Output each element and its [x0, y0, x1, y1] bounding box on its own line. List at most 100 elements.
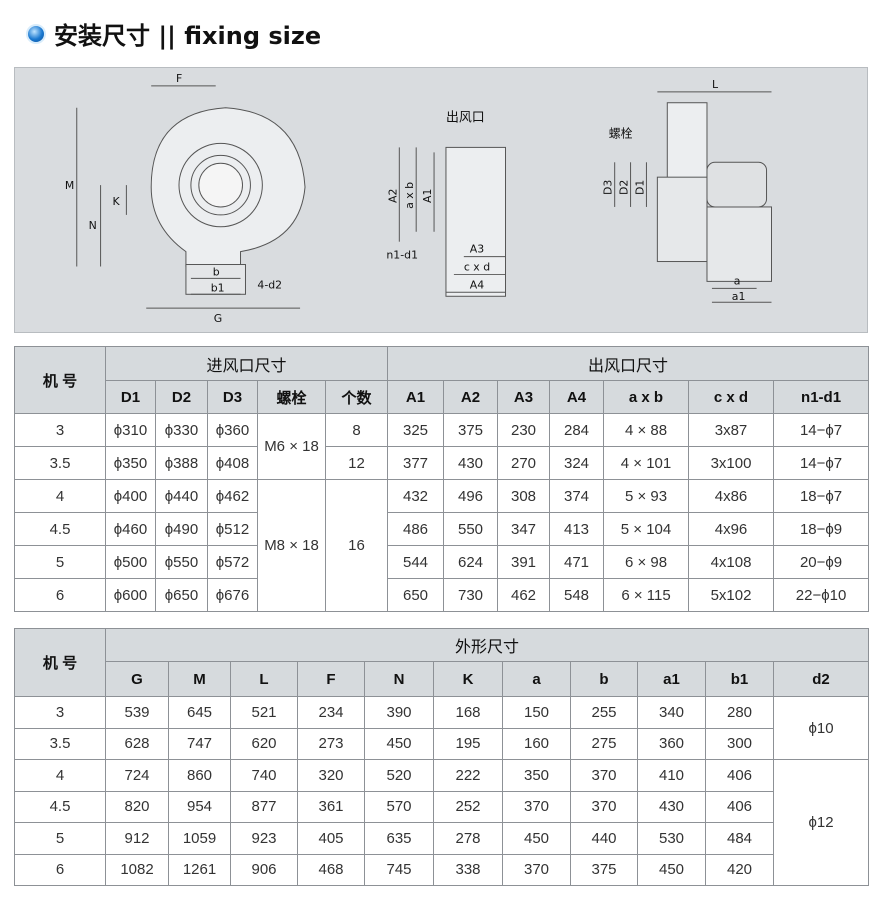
label-4-d2: 4-d2	[257, 278, 282, 291]
table-cell: ϕ388	[155, 446, 208, 480]
table-cell: 912	[105, 822, 169, 855]
table-cell: 405	[297, 822, 365, 855]
label-D1: D1	[633, 180, 646, 195]
table-cell: 635	[364, 822, 434, 855]
column-header: 螺栓	[257, 380, 326, 414]
table-cell: 168	[433, 696, 503, 729]
table-cell: 8	[325, 413, 388, 447]
table-cell: 406	[705, 759, 774, 792]
table-cell: 6 × 98	[603, 545, 689, 579]
table-cell: ϕ12	[772, 759, 870, 886]
label-A1: A1	[421, 189, 434, 203]
table-cell: 5	[14, 822, 106, 855]
column-header: A2	[443, 380, 498, 414]
table-cell: 530	[637, 822, 706, 855]
table-cell: ϕ676	[207, 578, 258, 612]
table-cell: 252	[433, 790, 503, 823]
table-cell: 6	[14, 853, 106, 886]
table-cell: ϕ490	[155, 512, 208, 546]
table-cell: 284	[549, 413, 604, 447]
table-cell: 906	[230, 853, 298, 886]
column-header: a	[502, 661, 571, 697]
fan-dimension-drawing: F M N K b b1 4-d2 G 出风口 A2 a x b A1 n1-d…	[14, 67, 868, 333]
table-cell: 432	[387, 479, 444, 513]
table-cell: 5 × 93	[603, 479, 689, 513]
section-title: 安装尺寸 || fixing size	[26, 16, 321, 51]
table-cell: 16	[325, 479, 388, 612]
table-cell: 222	[433, 759, 503, 792]
label-b1: b1	[211, 281, 225, 294]
label-A4: A4	[470, 278, 484, 291]
table-row: 3 ϕ310 ϕ330 ϕ360 M6 × 18 8 325 375 230 284 4 × 88 3…	[14, 413, 870, 480]
table-cell: ϕ10	[772, 696, 870, 760]
table-cell: 4x86	[688, 479, 774, 513]
title-text: 安装尺寸 || fixing size	[54, 22, 322, 50]
drawing-svg: F M N K b b1 4-d2 G 出风口 A2 a x b A1 n1-d…	[65, 72, 772, 325]
table-cell: ϕ572	[207, 545, 258, 579]
table-cell: 570	[364, 790, 434, 823]
column-header: D3	[207, 380, 258, 414]
table-cell: 160	[502, 727, 571, 760]
column-header: 个数	[325, 380, 388, 414]
table-cell: 484	[705, 822, 774, 855]
label-K: K	[112, 195, 120, 208]
column-header: D2	[155, 380, 208, 414]
table-row: 6 ϕ600 ϕ650 ϕ676 650 730 462 548 6 × 115 5x102 22−…	[14, 578, 870, 612]
table-cell: 280	[705, 696, 774, 729]
table-cell: 338	[433, 853, 503, 886]
table-cell: 370	[570, 790, 638, 823]
table-row: 3 539 645 521 234 390 168 150 255 340 280 ϕ10	[14, 696, 870, 760]
label-M: M	[65, 179, 74, 192]
table-row: 5 912 1059 923 405 635 278 450 440 530 484	[14, 822, 869, 855]
table-cell: M8 × 18	[257, 479, 326, 612]
column-header: M	[168, 661, 231, 697]
table-cell: 6 × 115	[603, 578, 689, 612]
table-cell: 390	[364, 696, 434, 729]
label-a1: a1	[732, 290, 746, 303]
label-n1-d1: n1-d1	[386, 249, 418, 262]
table-cell: 300	[705, 727, 774, 760]
table-cell: 539	[105, 696, 169, 729]
table-cell: 3	[14, 413, 106, 447]
table-cell: ϕ500	[105, 545, 156, 579]
table-cell: 740	[230, 759, 298, 792]
label-D3: D3	[602, 180, 615, 195]
table-cell: 430	[443, 446, 498, 480]
table-cell: 4	[14, 759, 106, 792]
label-N: N	[89, 219, 97, 232]
table-cell: 462	[497, 578, 550, 612]
table-cell: 230	[497, 413, 550, 447]
table-cell: 370	[502, 853, 571, 886]
table-cell: 18−ϕ7	[772, 479, 870, 513]
table-cell: ϕ408	[207, 446, 258, 480]
label-A2: A2	[386, 189, 399, 203]
table-cell: 430	[637, 790, 706, 823]
header-model: 机 号	[14, 628, 106, 697]
table-cell: 450	[637, 853, 706, 886]
table-cell: ϕ310	[105, 413, 156, 447]
table-row: 5 ϕ500 ϕ550 ϕ572 544 624 391 471 6 × 98 4x108 20−ϕ…	[14, 545, 870, 579]
table-cell: ϕ460	[105, 512, 156, 546]
table-cell: ϕ650	[155, 578, 208, 612]
table-cell: 550	[443, 512, 498, 546]
header-outlet: 出风口尺寸	[386, 346, 870, 381]
table-cell: 468	[297, 853, 365, 886]
table-cell: 544	[387, 545, 444, 579]
table-cell: 5	[14, 545, 106, 579]
table-cell: 347	[497, 512, 550, 546]
table-row: 6 1082 1261 906 468 745 338 370 375 450 420	[14, 853, 869, 886]
table-cell: 486	[387, 512, 444, 546]
table-cell: 877	[230, 790, 298, 823]
table-cell: 3x87	[688, 413, 774, 447]
table-cell: 308	[497, 479, 550, 513]
label-D2: D2	[618, 180, 631, 195]
table-cell: 548	[549, 578, 604, 612]
table-cell: 4.5	[14, 790, 106, 823]
label-A3: A3	[470, 243, 484, 256]
table-cell: 374	[549, 479, 604, 513]
table-cell: 5 × 104	[603, 512, 689, 546]
table-cell: ϕ400	[105, 479, 156, 513]
table-cell: 410	[637, 759, 706, 792]
table-cell: 255	[570, 696, 638, 729]
table-cell: 270	[497, 446, 550, 480]
